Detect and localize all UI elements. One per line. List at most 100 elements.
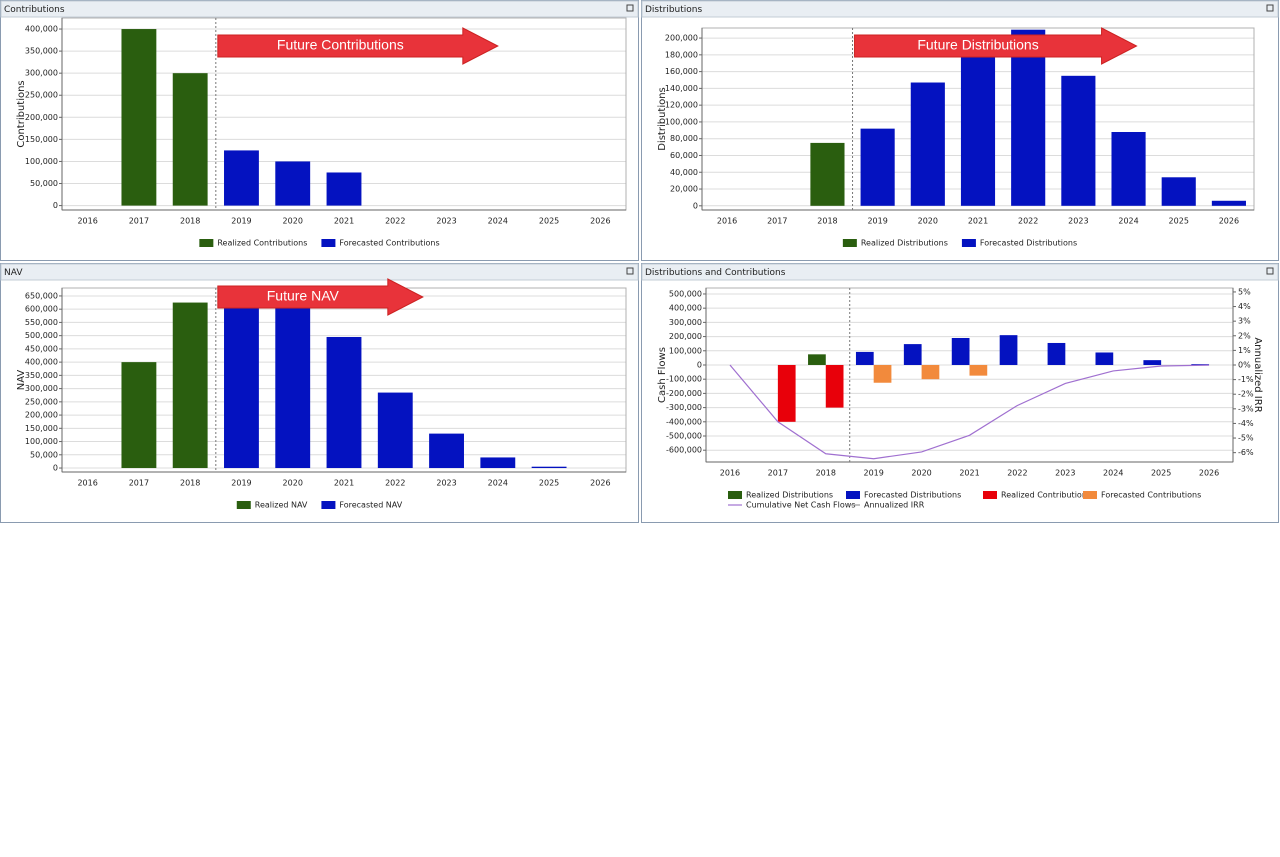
y-tick-label: 600,000: [25, 305, 58, 314]
legend-item: Realized Contributions: [983, 491, 1091, 500]
y-tick-label: -400,000: [666, 417, 702, 426]
x-tick-label: 2021: [334, 479, 354, 488]
y-tick-label: 150,000: [25, 424, 58, 433]
bar: [1143, 360, 1162, 365]
panel-title: Contributions: [4, 5, 65, 15]
bar: [224, 299, 259, 469]
x-tick-label: 2026: [1219, 217, 1239, 226]
bar: [1111, 132, 1146, 206]
bar: [777, 364, 796, 422]
y-tick-label: 50,000: [30, 179, 58, 188]
legend-label: Forecasted Distributions: [864, 491, 961, 500]
y-tick-label: 120,000: [665, 101, 698, 110]
y2-tick-label: 0%: [1238, 360, 1251, 369]
x-tick-label: 2020: [911, 469, 931, 478]
x-tick-label: 2023: [436, 479, 456, 488]
y-tick-label: 0: [693, 201, 698, 210]
legend-label: Realized Distributions: [861, 239, 948, 248]
legend-item: Cumulative Net Cash Flows: [728, 501, 856, 510]
y-tick-label: 300,000: [25, 69, 58, 78]
x-tick-label: 2020: [918, 217, 938, 226]
y-tick-label: 450,000: [25, 344, 58, 353]
line: [729, 364, 1210, 460]
legend-item: Realized NAV: [236, 501, 308, 510]
x-tick-label: 2017: [129, 217, 149, 226]
y-tick-label: 140,000: [665, 84, 698, 93]
y-tick-label: 100,000: [25, 157, 58, 166]
y2-tick-label: -2%: [1238, 390, 1254, 399]
x-tick-label: 2019: [867, 217, 887, 226]
y2-tick-label: 3%: [1238, 317, 1251, 326]
legend-label: Annualized IRR: [864, 501, 925, 510]
y-tick-label: 300,000: [25, 384, 58, 393]
bar: [825, 364, 844, 408]
y2-axis-label: Annualized IRR: [1252, 337, 1263, 412]
y-tick-label: 180,000: [665, 50, 698, 59]
bar: [873, 364, 892, 383]
y-tick-label: -600,000: [666, 446, 702, 455]
legend-item: Forecasted NAV: [321, 501, 403, 510]
y-tick-label: 350,000: [25, 47, 58, 56]
legend-swatch: [236, 501, 251, 509]
legend-swatch: [199, 239, 214, 247]
x-tick-label: 2023: [1068, 217, 1088, 226]
bar: [275, 161, 311, 206]
legend-swatch: [728, 491, 742, 499]
bar: [808, 354, 826, 365]
maximize-icon[interactable]: [1266, 4, 1274, 12]
panel: NAV 0 50,000 100,000 150,000 200,000 250,000 30…: [0, 263, 639, 523]
legend-label: Forecasted Contributions: [1101, 491, 1201, 500]
maximize-icon[interactable]: [626, 4, 634, 12]
legend-label: Realized Distributions: [746, 491, 833, 500]
legend-item: Forecasted Distributions: [846, 491, 961, 500]
x-tick-label: 2021: [968, 217, 988, 226]
bar: [121, 362, 157, 469]
maximize-icon[interactable]: [626, 267, 634, 275]
bar: [172, 73, 208, 206]
legend-item: Forecasted Contributions: [1083, 491, 1201, 500]
panel-title: Distributions and Contributions: [645, 268, 786, 278]
bar: [1161, 177, 1196, 206]
arrow: [854, 27, 1138, 65]
y2-tick-label: -1%: [1238, 375, 1254, 384]
x-tick-label: 2017: [767, 217, 787, 226]
legend-swatch: [842, 239, 857, 247]
x-tick-label: 2020: [283, 217, 303, 226]
y2-tick-label: 4%: [1238, 302, 1251, 311]
bar: [326, 336, 362, 469]
x-tick-label: 2026: [590, 217, 610, 226]
y-tick-label: 50,000: [30, 450, 58, 459]
x-tick-label: 2025: [1169, 217, 1189, 226]
panel: Distributions 0 20,000 40,000 60,000 80,000 10…: [641, 0, 1279, 261]
legend-swatch: [321, 239, 336, 247]
y-tick-label: -200,000: [666, 389, 702, 398]
y-tick-label: 160,000: [665, 67, 698, 76]
x-tick-label: 2021: [334, 217, 354, 226]
legend-swatch: [846, 491, 860, 499]
y-tick-label: 60,000: [670, 151, 698, 160]
maximize-icon[interactable]: [1266, 267, 1274, 275]
bar: [172, 302, 208, 469]
x-tick-label: 2019: [231, 479, 251, 488]
x-tick-label: 2016: [77, 479, 97, 488]
panel: Contributions 0 50,000 100,000 150,000 200,00…: [0, 0, 639, 261]
y-tick-label: 400,000: [669, 304, 702, 313]
x-tick-label: 2025: [539, 479, 559, 488]
legend-label: Realized NAV: [255, 501, 308, 510]
x-tick-label: 2022: [385, 479, 405, 488]
y-tick-label: 400,000: [25, 358, 58, 367]
x-tick-label: 2026: [1199, 469, 1219, 478]
x-tick-label: 2017: [768, 469, 788, 478]
y2-tick-label: 2%: [1238, 331, 1251, 340]
x-tick-label: 2021: [959, 469, 979, 478]
y-tick-label: 100,000: [25, 437, 58, 446]
legend-item: Realized Distributions: [728, 491, 833, 500]
legend-swatch: [983, 491, 997, 499]
y-tick-label: -300,000: [666, 403, 702, 412]
panel-header: [641, 0, 1279, 18]
bar: [429, 433, 464, 469]
legend-label: Forecasted Distributions: [980, 239, 1077, 248]
y-axis-label: Distributions: [657, 87, 668, 151]
y2-tick-label: -4%: [1238, 419, 1254, 428]
y-tick-label: 250,000: [25, 397, 58, 406]
